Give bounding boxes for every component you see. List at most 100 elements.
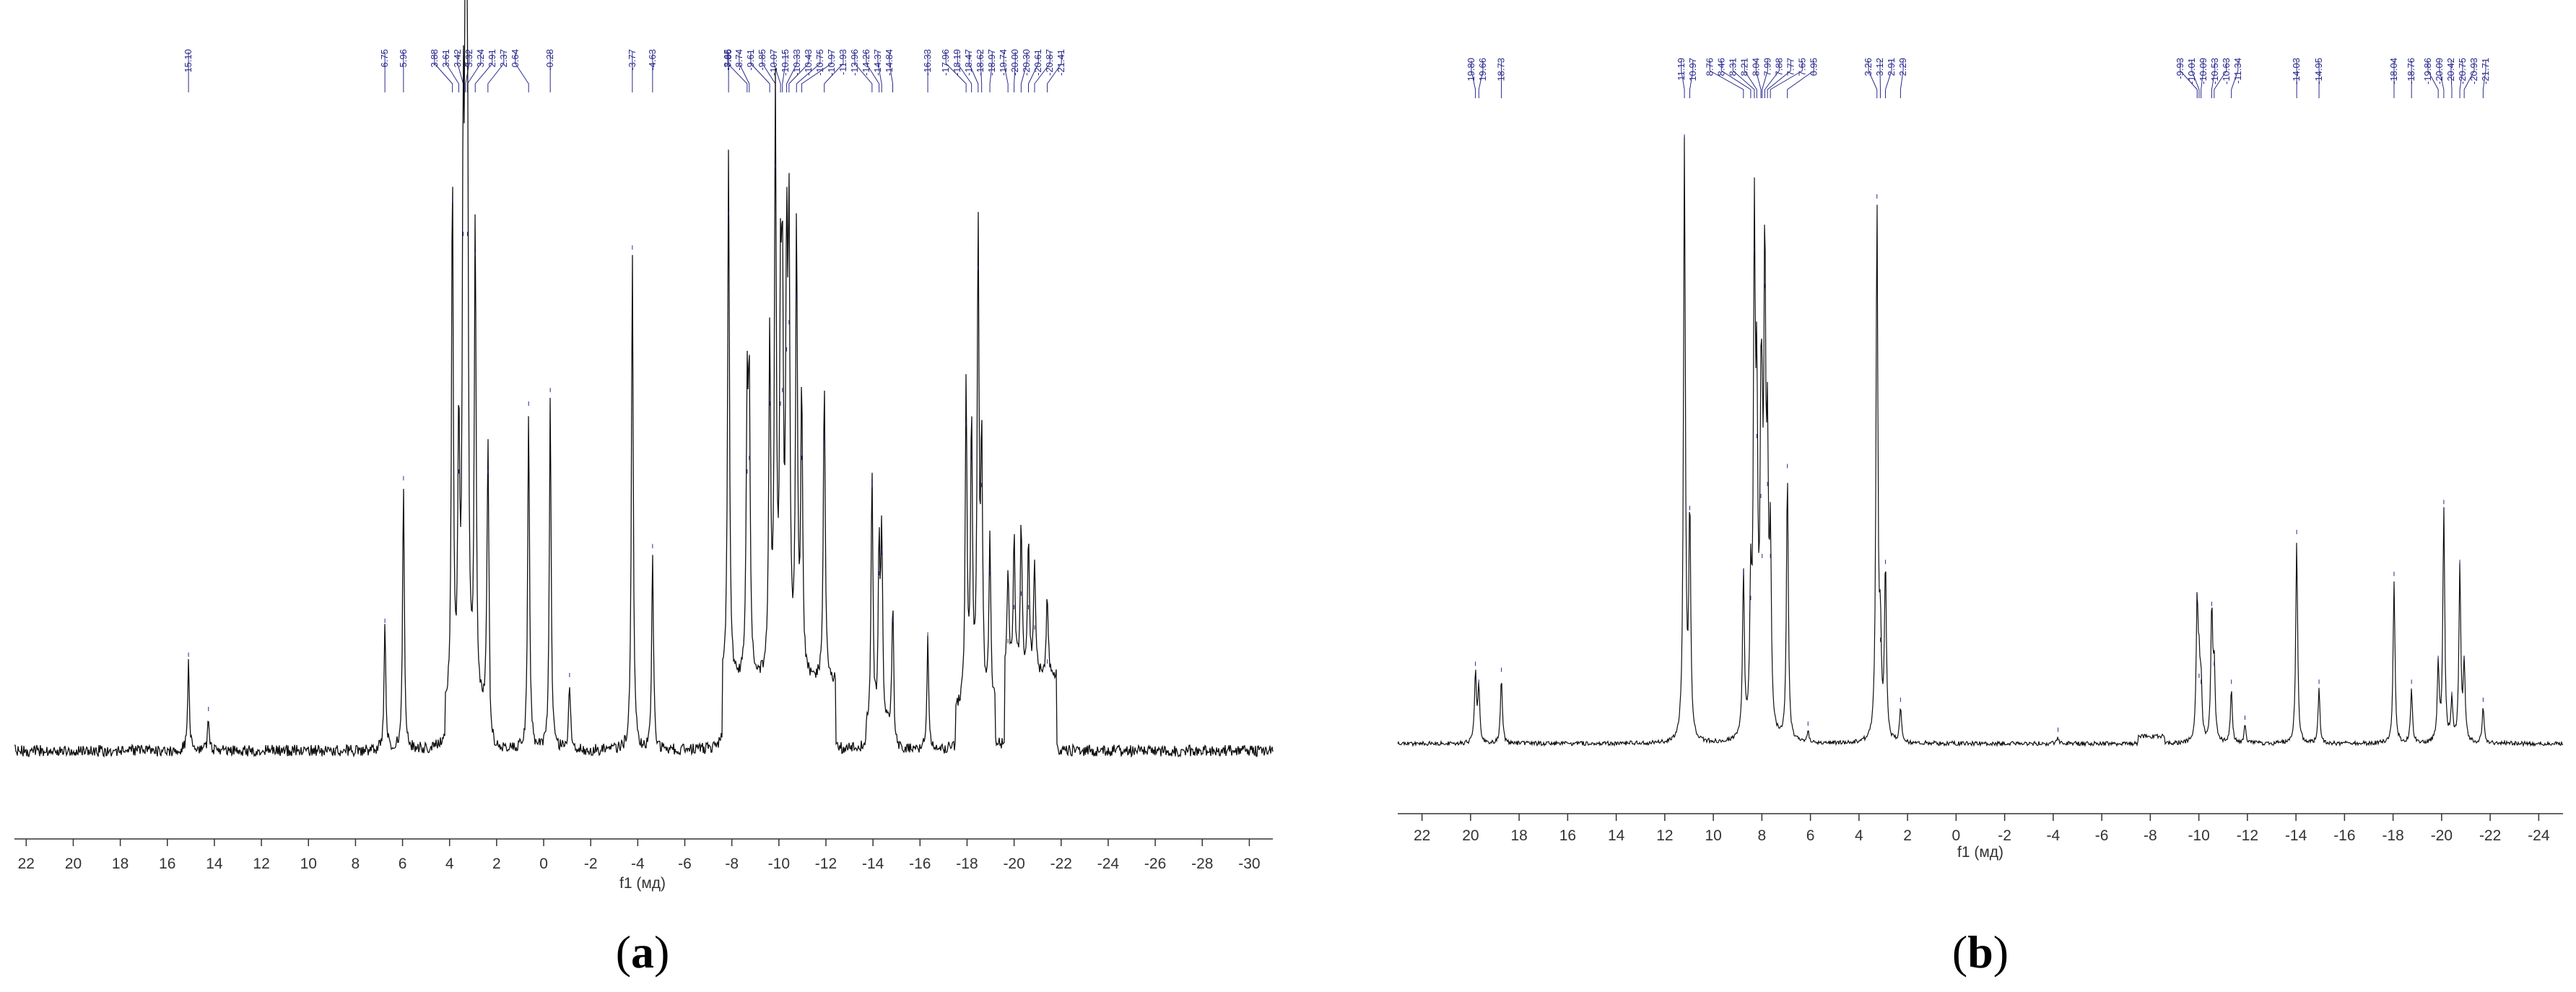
x-tick-label: 18 (1510, 827, 1527, 844)
peak-labels-a: 15.10 6.75 5.96 3.88 3.61 3.42 3.32 3.24 2.91 2.3… (183, 49, 1066, 92)
panel-caption-letter-b: b (1967, 926, 1993, 978)
x-tick-label: 14 (206, 856, 223, 872)
x-tick-label: 12 (1656, 827, 1673, 844)
peak-label-leader (750, 52, 770, 92)
peak-label-leader (487, 52, 505, 92)
x-axis-title-b: f1 (мд) (1957, 844, 2003, 861)
peak-label-leader (2180, 61, 2198, 98)
peak-label-leader (980, 52, 983, 92)
x-tick-label: -2 (584, 856, 598, 872)
x-tick-label: 18 (112, 856, 129, 872)
peak-label-leader (1689, 61, 1694, 98)
peak-label-leader (1471, 61, 1476, 98)
x-tick-label: -4 (2047, 827, 2061, 844)
x-tick-label: 10 (300, 856, 317, 872)
peak-label-leader (2439, 61, 2445, 98)
peak-label-leader (727, 52, 748, 92)
peak-label-leader (1720, 61, 1752, 98)
x-tick-label: -18 (956, 856, 978, 872)
x-axis-b: 22 20 18 16 14 12 10 8 6 4 2 0 -2 -4 -6 -8 -10 -12 -14 -16-… (1398, 813, 2563, 844)
peak-label-leader (1034, 52, 1050, 92)
x-tick-label: 2 (1903, 827, 1912, 844)
spectrum-panel-a: 15.10 6.75 5.96 3.88 3.61 3.42 3.32 3.24 2.91 2.3… (14, 0, 1274, 978)
peak-label-leader (1755, 61, 1762, 98)
peak-label-leader (2459, 61, 2463, 98)
x-tick-label: 12 (253, 856, 269, 872)
x-tick-label: 4 (445, 856, 454, 872)
peak-label-leader (1885, 61, 1892, 98)
x-tick-label: 0 (1952, 827, 1961, 844)
peak-label-leader (1868, 61, 1878, 98)
x-tick-label: -2 (1998, 827, 2011, 844)
x-tick-label: -22 (2479, 827, 2501, 844)
spectrum-line-b (1397, 136, 2564, 747)
x-tick-label: -6 (678, 856, 692, 872)
peak-label-leader (2214, 61, 2227, 98)
peak-label-leader (1478, 61, 1484, 98)
spectrum-panel-b: 19.80 19.66 18.73 11.19 10.97 8.76 8.46 8.31 8.2… (1397, 58, 2564, 978)
x-tick-label: -30 (1238, 856, 1260, 872)
x-tick-label: -26 (1144, 856, 1166, 872)
panel-caption-b: (b) (1952, 926, 2009, 978)
x-tick-label: 14 (1608, 827, 1625, 844)
panel-caption-letter-a: a (631, 926, 654, 978)
x-tick-label: -12 (2237, 827, 2258, 844)
peak-label-leader (2427, 61, 2439, 98)
x-tick-label: 20 (65, 856, 82, 872)
peak-label-leader (866, 52, 880, 92)
peak-label-leader (801, 52, 832, 92)
x-tick-label: -24 (1097, 856, 1120, 872)
x-tick-label: 10 (1705, 827, 1721, 844)
peak-label-leader (824, 52, 844, 92)
peak-label-leader (957, 52, 972, 92)
peak-label-leader (2191, 61, 2200, 98)
peak-label-leader (796, 52, 821, 92)
peak-label-leader (1764, 61, 1780, 98)
x-tick-label: 22 (1414, 827, 1430, 844)
peak-label-leader (1003, 52, 1009, 92)
x-tick-label: 6 (1806, 827, 1815, 844)
x-tick-label: -6 (2095, 827, 2109, 844)
x-tick-label: -16 (2333, 827, 2355, 844)
x-axis-a: 22 20 18 16 14 12 10 8 6 4 2 0 -2 -4 -6 -8 -10 -12 -14 -16-… (14, 838, 1273, 872)
peak-label-leader (1028, 52, 1039, 92)
x-tick-label: 4 (1855, 827, 1863, 844)
x-tick-label: -14 (2285, 827, 2307, 844)
peak-label: -20.42 (2445, 58, 2456, 84)
x-axis-title-a: f1 (мд) (619, 875, 666, 892)
x-tick-label: 0 (539, 856, 548, 872)
peak-label-leader (788, 52, 809, 92)
peak-label-leader (1900, 61, 1904, 98)
x-tick-label: -20 (2431, 827, 2453, 844)
peak-label-leader (1732, 61, 1755, 98)
x-tick-label: 22 (18, 856, 35, 872)
panel-caption-a: (a) (616, 926, 670, 978)
peak-label-leader (786, 52, 798, 92)
peak-label-leader (2211, 61, 2216, 98)
x-tick-label: -8 (725, 856, 739, 872)
peak-label-leader (434, 52, 453, 92)
peak-label: -20.09 (2434, 58, 2445, 84)
peak-label-leader (1767, 61, 1791, 98)
x-tick-label: -24 (2528, 827, 2550, 844)
peak-label-leader (1681, 61, 1685, 98)
peak-label-leader (1762, 61, 1768, 98)
x-tick-label: -16 (909, 856, 931, 872)
x-tick-label: 8 (1758, 827, 1767, 844)
spectrum-trace-b (1397, 134, 2564, 747)
peak-label-leader (854, 52, 873, 92)
peak-label-leader (2482, 61, 2486, 98)
peak-label-leader (782, 52, 786, 92)
peak-label-leader (1770, 61, 1803, 98)
peak-label-leader (739, 52, 750, 92)
peak-label-leader (2201, 61, 2204, 98)
peak-label-leader (989, 52, 993, 92)
x-tick-label: -14 (862, 856, 884, 872)
peak-label-leader (1014, 52, 1016, 92)
x-tick-label: 8 (352, 856, 360, 872)
peak-label-leader (968, 52, 979, 92)
x-tick-label: 20 (1462, 827, 1479, 844)
peak-label-leader (1047, 52, 1062, 92)
x-tick-label: -22 (1050, 856, 1072, 872)
x-tick-label: -8 (2144, 827, 2157, 844)
